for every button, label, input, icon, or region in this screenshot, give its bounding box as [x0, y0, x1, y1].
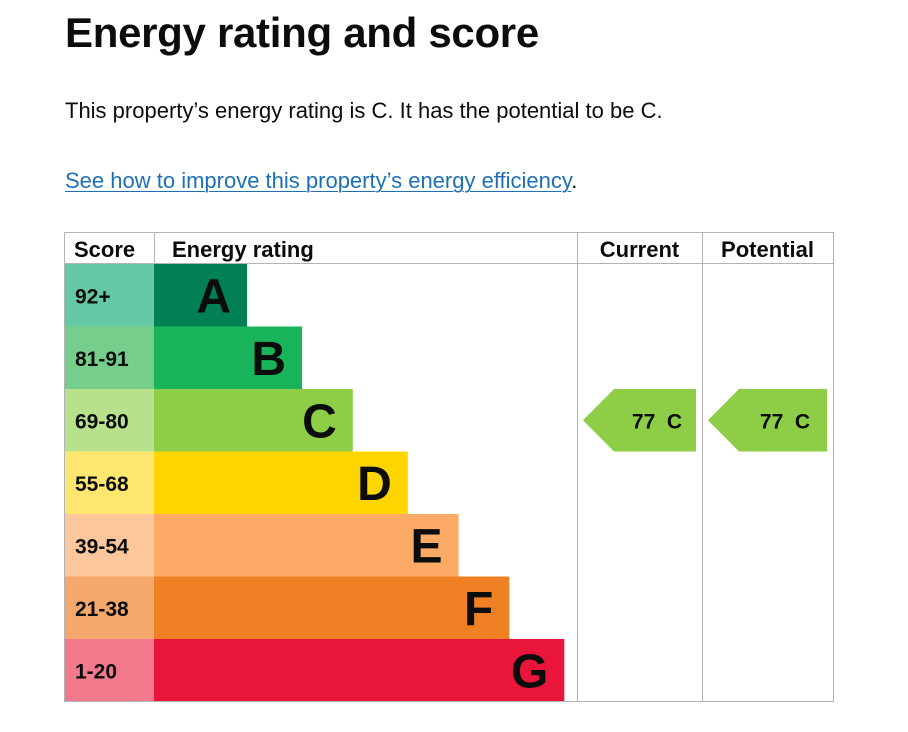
potential-arrow [708, 389, 827, 452]
rating-bar-e [154, 514, 459, 577]
rating-bar-d [154, 451, 408, 514]
rating-letter-e: E [411, 520, 443, 573]
rating-letter-f: F [464, 583, 493, 636]
score-range-c: 69-80 [75, 410, 129, 433]
rating-letter-c: C [302, 395, 337, 448]
score-cell-b [64, 326, 154, 389]
score-range-d: 55-68 [75, 473, 129, 496]
current-rating-label: 77 C [632, 410, 682, 433]
score-cell-a [64, 264, 154, 327]
rating-bar-g [154, 639, 565, 702]
score-range-f: 21-38 [75, 598, 129, 621]
energy-rating-svg: Score Energy rating Current Potential 92+ A 81… [64, 232, 834, 702]
rating-letter-a: A [196, 270, 231, 323]
rating-letter-b: B [251, 333, 286, 386]
current-arrow [583, 389, 696, 452]
score-cell-c [64, 389, 154, 452]
score-range-b: 81-91 [75, 348, 129, 371]
page-title: Energy rating and score [65, 9, 539, 56]
potential-rating-label: 77 C [760, 410, 810, 433]
header-current: Current [600, 237, 680, 262]
score-cell-f [64, 576, 154, 639]
score-cell-e [64, 514, 154, 577]
header-potential: Potential [721, 237, 814, 262]
improve-efficiency-line: See how to improve this property’s energ… [65, 167, 577, 195]
header-score: Score [74, 237, 135, 262]
improve-efficiency-link[interactable]: See how to improve this property’s energ… [65, 168, 572, 193]
energy-rating-chart: Score Energy rating Current Potential 92+ A 81… [64, 232, 834, 702]
score-cell-d [64, 451, 154, 514]
rating-letter-g: G [511, 645, 548, 698]
rating-bar-f [154, 576, 510, 639]
energy-rating-summary: This property’s energy rating is C. It h… [65, 98, 663, 123]
rating-bar-b [154, 326, 303, 389]
rating-letter-d: D [357, 458, 392, 511]
rating-bar-a [154, 264, 248, 327]
improve-link-period: . [571, 168, 578, 193]
header-energy-rating: Energy rating [172, 237, 314, 262]
score-cell-g [64, 639, 154, 702]
rating-bar-c [154, 389, 353, 452]
score-range-g: 1-20 [75, 660, 117, 683]
score-range-a: 92+ [75, 285, 111, 308]
score-range-e: 39-54 [75, 535, 129, 558]
